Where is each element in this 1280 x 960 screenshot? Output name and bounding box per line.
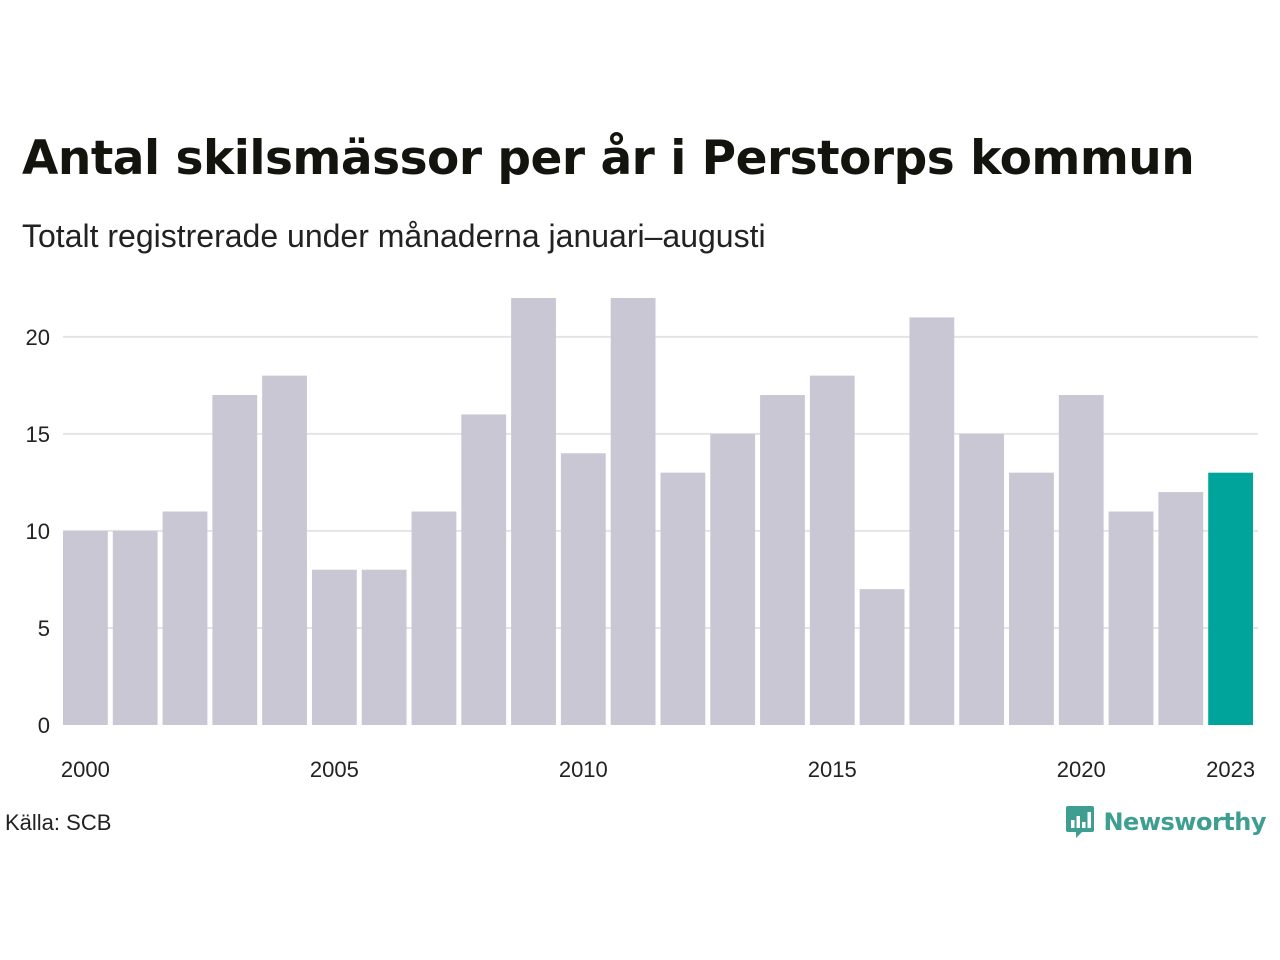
bar-2007 — [411, 511, 457, 725]
y-tick-label: 5 — [38, 616, 50, 641]
x-tick-label: 2000 — [61, 757, 110, 782]
x-tick-label: 2023 — [1206, 757, 1255, 782]
x-tick-label: 2015 — [808, 757, 857, 782]
x-axis-ticks: 2000 2005 2010 2015 2020 2023 — [61, 757, 1255, 782]
bar-2014 — [760, 395, 805, 725]
y-tick-label: 10 — [26, 519, 50, 544]
bar-2018 — [959, 433, 1005, 725]
y-tick-label: 20 — [26, 325, 50, 350]
chart-title: Antal skilsmässor per år i Perstorps kom… — [22, 131, 1195, 186]
bar-2021 — [1108, 511, 1154, 725]
newsworthy-logo: Newsworthy — [1065, 802, 1266, 842]
bar-2012 — [660, 472, 706, 725]
y-tick-label: 0 — [38, 713, 50, 738]
y-axis-ticks: 0 5 10 15 20 — [26, 325, 50, 738]
brand-name: Newsworthy — [1103, 808, 1266, 836]
bar-2017 — [909, 317, 955, 725]
bar-chart-speech-bubble-icon — [1066, 806, 1095, 838]
bar-2020 — [1058, 395, 1104, 725]
bar-2023 — [1208, 472, 1253, 725]
x-tick-label: 2020 — [1057, 757, 1106, 782]
y-tick-label: 15 — [26, 422, 50, 447]
bar-2005 — [311, 569, 357, 725]
bar-2006 — [361, 569, 407, 725]
source-label: Källa: SCB — [5, 810, 112, 835]
x-tick-label: 2005 — [310, 757, 359, 782]
bar-2019 — [1009, 472, 1054, 725]
bar-2011 — [610, 298, 656, 725]
bar-2010 — [560, 453, 606, 725]
x-tick-label: 2010 — [559, 757, 608, 782]
chart-subtitle: Totalt registrerade under månaderna janu… — [22, 218, 766, 254]
bar-2022 — [1158, 492, 1204, 725]
bar-2013 — [710, 433, 756, 725]
bar-2015 — [809, 375, 855, 725]
bar-chart: 0 5 10 15 20 2000 2005 2010 2015 2020 2023 — [26, 298, 1258, 782]
bar-2003 — [212, 395, 258, 725]
bar-2008 — [461, 414, 507, 725]
bar-2001 — [112, 530, 158, 725]
bar-2009 — [511, 298, 556, 725]
bar-2002 — [162, 511, 208, 725]
bars — [63, 298, 1253, 725]
bar-2016 — [859, 589, 905, 725]
bar-2004 — [262, 375, 307, 725]
bar-2000 — [63, 530, 108, 725]
